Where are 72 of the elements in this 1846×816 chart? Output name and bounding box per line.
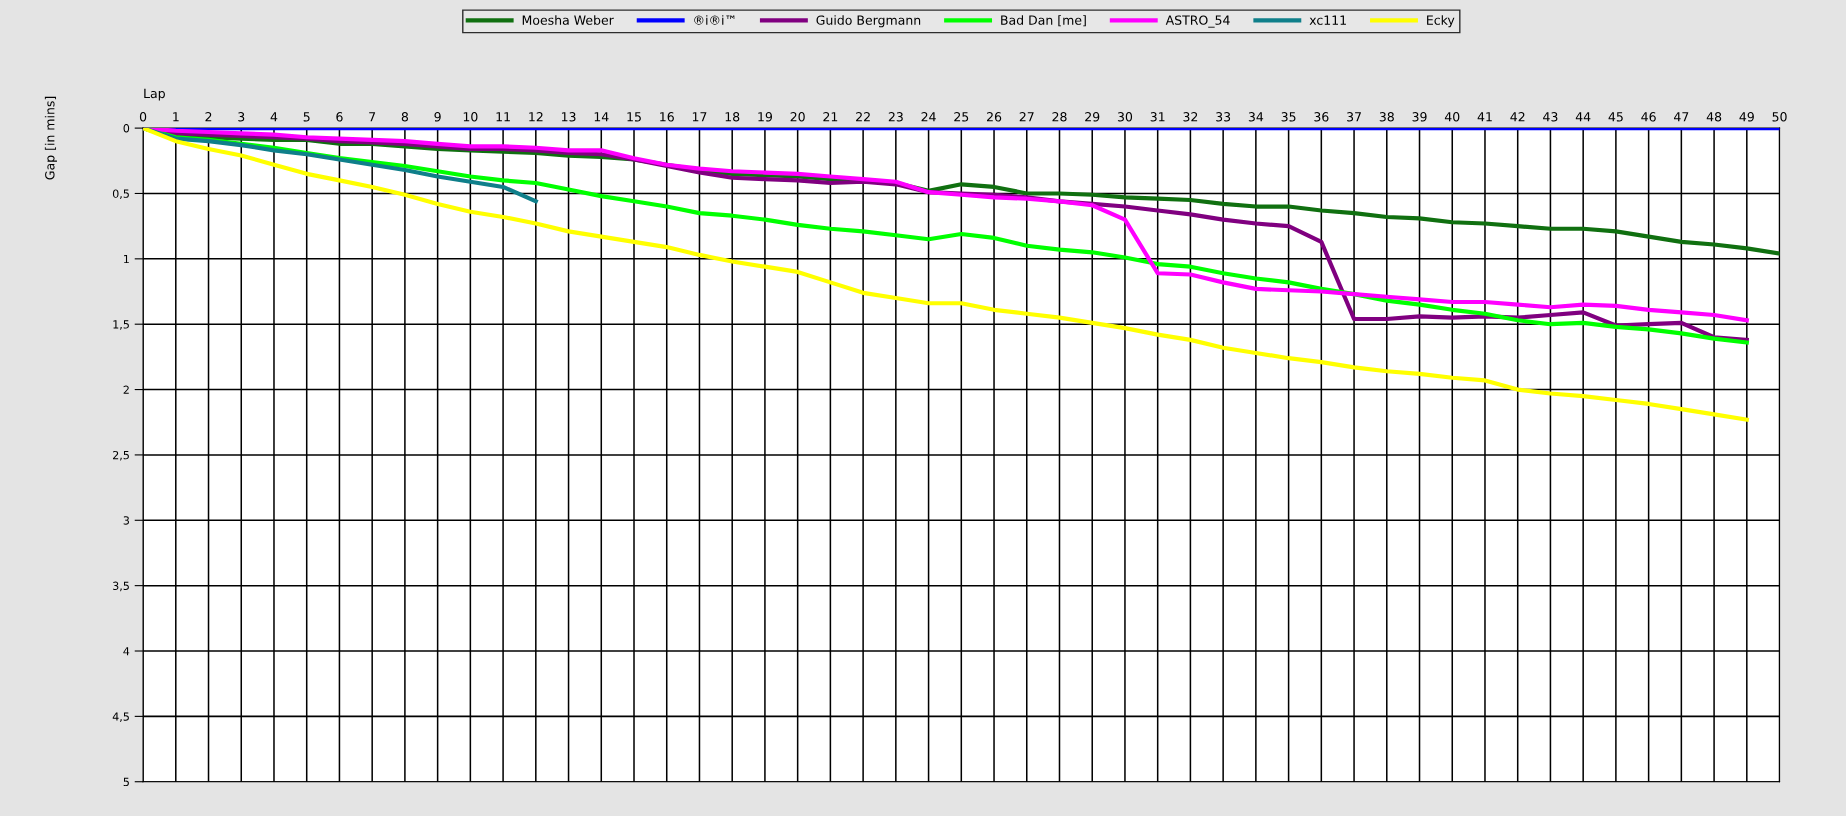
x-tick-label: 4 <box>270 112 278 122</box>
x-tick-label: 25 <box>954 112 969 122</box>
x-tick-label: 37 <box>1347 112 1361 122</box>
y-tick-label: 0,5 <box>112 189 129 199</box>
y-tick-label: 3 <box>123 516 129 525</box>
x-tick-label: 21 <box>823 112 838 122</box>
x-tick-label: 9 <box>434 112 441 122</box>
x-tick-label: 42 <box>1510 112 1525 122</box>
y-tick-label: 2 <box>123 385 129 394</box>
x-tick-label: 38 <box>1379 112 1394 122</box>
x-tick-label: 50 <box>1772 112 1787 122</box>
x-tick-label: 43 <box>1543 112 1558 122</box>
x-tick-label: 40 <box>1444 112 1460 122</box>
x-tick-label: 48 <box>1706 112 1722 122</box>
y-tick-label: 4 <box>123 647 130 656</box>
x-tick-label: 39 <box>1412 112 1427 122</box>
legend-label: xc111 <box>1309 15 1346 25</box>
x-tick-label: 27 <box>1019 112 1034 122</box>
x-tick-label: 14 <box>594 112 609 122</box>
x-tick-label: 26 <box>987 112 1002 122</box>
x-tick-label: 11 <box>496 112 510 122</box>
legend-label: Ecky <box>1427 15 1455 28</box>
x-tick-label: 2 <box>205 112 212 122</box>
y-tick-label: 2,5 <box>113 450 129 461</box>
x-tick-label: 32 <box>1183 112 1198 122</box>
x-tick-label: 10 <box>463 112 478 122</box>
y-tick-label: 5 <box>123 777 129 787</box>
y-tick-label: 1 <box>124 254 129 264</box>
y-tick-label: 4,5 <box>112 712 129 722</box>
x-axis-title: Lap <box>144 88 165 101</box>
y-tick-label: 3,5 <box>113 581 129 592</box>
x-tick-label: 16 <box>660 112 674 122</box>
legend-label: Guido Bergmann <box>816 15 921 28</box>
x-tick-label: 29 <box>1085 112 1100 122</box>
x-tick-label: 0 <box>139 112 147 122</box>
x-tick-label: 24 <box>921 112 936 122</box>
x-tick-label: 46 <box>1641 112 1656 122</box>
x-tick-label: 33 <box>1216 112 1231 122</box>
x-tick-label: 13 <box>561 112 576 122</box>
y-tick-label: 0 <box>123 124 130 133</box>
x-tick-label: 30 <box>1117 112 1133 122</box>
x-tick-label: 3 <box>238 112 245 122</box>
x-tick-label: 31 <box>1150 112 1165 122</box>
x-tick-label: 44 <box>1575 112 1591 122</box>
line-series <box>143 128 1749 422</box>
x-tick-label: 20 <box>790 112 805 122</box>
x-tick-label: 1 <box>173 112 179 122</box>
x-tick-label: 47 <box>1674 112 1689 122</box>
y-axis-title: Gap [in mins] <box>44 96 57 180</box>
x-tick-label: 22 <box>856 112 870 122</box>
x-tick-label: 12 <box>529 112 543 122</box>
x-tick-label: 19 <box>758 112 772 122</box>
x-tick-label: 15 <box>627 112 641 122</box>
legend-label: ASTRO_54 <box>1165 15 1230 28</box>
legend-label: Bad Dan [me] <box>1001 15 1086 27</box>
x-tick-label: 8 <box>401 112 409 122</box>
x-tick-label: 5 <box>303 112 310 122</box>
x-tick-label: 34 <box>1248 112 1264 122</box>
x-tick-label: 49 <box>1739 112 1754 122</box>
x-tick-label: 17 <box>692 112 707 122</box>
x-tick-label: 36 <box>1314 112 1329 122</box>
x-tick-label: 7 <box>369 112 376 122</box>
x-tick-label: 23 <box>888 112 903 122</box>
x-tick-label: 28 <box>1052 112 1067 122</box>
y-tick-label: 1,5 <box>113 320 129 330</box>
x-tick-label: 18 <box>725 112 740 122</box>
x-tick-label: 35 <box>1281 112 1296 122</box>
x-tick-label: 6 <box>336 112 343 122</box>
x-tick-label: 41 <box>1477 112 1492 122</box>
legend-label: ®i®i™ <box>694 15 735 25</box>
legend-label: Moesha Weber <box>522 15 614 25</box>
x-tick-label: 45 <box>1608 112 1623 122</box>
